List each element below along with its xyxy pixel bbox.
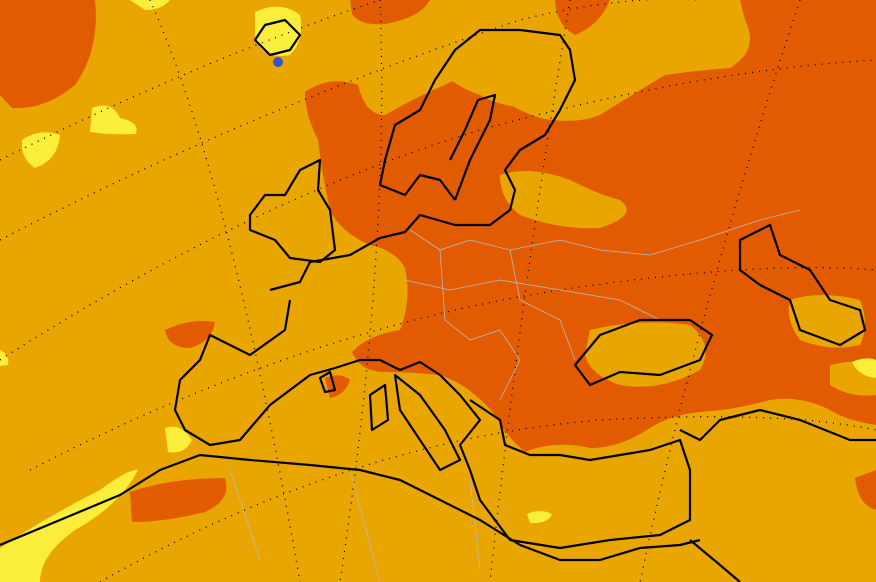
border xyxy=(509,249,576,361)
moderate-area xyxy=(500,171,627,229)
coastline xyxy=(689,539,741,582)
coastline xyxy=(738,223,867,347)
coastline xyxy=(0,453,701,562)
mild-area xyxy=(852,358,876,378)
anomaly-area xyxy=(555,0,610,35)
anomaly-area xyxy=(855,470,876,510)
country-borders xyxy=(229,209,801,582)
coastline xyxy=(269,28,577,292)
coastline xyxy=(449,93,497,201)
border xyxy=(409,209,801,256)
coastline xyxy=(679,408,876,442)
moderate-area xyxy=(585,322,706,387)
mild-area xyxy=(165,426,192,453)
border xyxy=(229,469,481,582)
cold-spot xyxy=(273,57,283,67)
coastline xyxy=(248,158,337,264)
anomaly-area xyxy=(130,478,227,522)
anomaly-area xyxy=(165,321,215,348)
mild-area xyxy=(0,350,9,366)
coastline xyxy=(253,18,302,57)
coastline xyxy=(573,318,714,387)
coastline xyxy=(173,299,692,550)
graticule-line xyxy=(29,266,876,471)
coastline xyxy=(318,370,390,432)
mild-area xyxy=(527,511,552,524)
moderate-area xyxy=(430,50,550,108)
high-anomaly-areas xyxy=(0,0,876,522)
mild-area xyxy=(255,6,302,56)
moderate-area xyxy=(788,295,865,348)
mild-area xyxy=(21,132,60,168)
mild-area xyxy=(130,0,170,10)
border xyxy=(439,249,521,401)
moderate-area xyxy=(660,0,720,65)
anomaly-area xyxy=(0,0,96,109)
coastlines xyxy=(0,18,876,582)
graticule-line xyxy=(489,0,571,582)
mild-area xyxy=(0,469,138,582)
graticule-line xyxy=(639,0,801,582)
mild-area xyxy=(90,105,137,135)
coastline xyxy=(393,373,462,472)
graticule-line xyxy=(0,0,700,241)
anomaly-area xyxy=(350,0,430,25)
anomaly-area xyxy=(325,375,350,398)
